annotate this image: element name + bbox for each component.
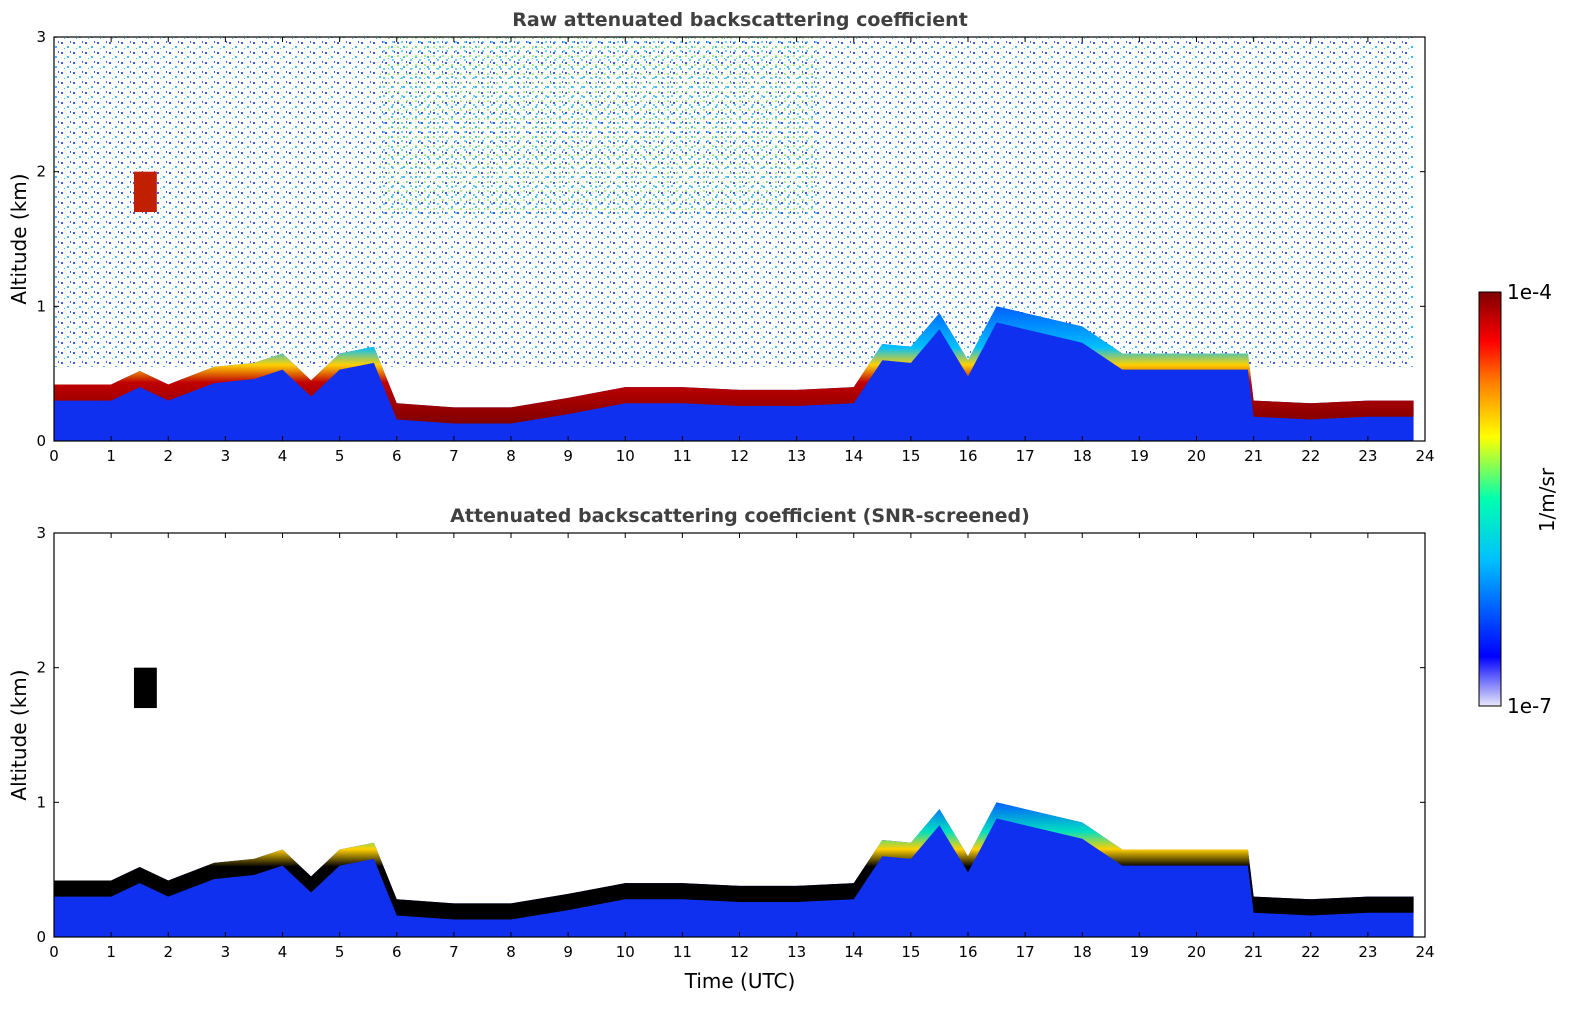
x-tick-label: 6 [392,447,402,465]
elevated-feature [133,667,157,709]
y-tick-label: 2 [36,163,46,181]
x-tick-label: 5 [335,943,345,961]
x-tick-label: 17 [1016,447,1035,465]
y-axis-label: Altitude (km) [7,173,31,304]
aerosol-layer-band [54,802,1414,920]
y-tick-label: 1 [36,793,46,811]
x-tick-label: 5 [335,447,345,465]
x-tick-label: 15 [901,447,920,465]
colorbar-title: 1/m/sr [1535,467,1559,532]
x-tick-label: 13 [787,943,806,961]
noise-field-upper [380,37,820,217]
y-axis-label: Altitude (km) [7,669,31,800]
x-tick-label: 0 [49,447,59,465]
x-tick-label: 3 [221,447,231,465]
plot-area [54,37,1425,441]
y-tick-label: 2 [36,659,46,677]
x-tick-label: 2 [163,943,173,961]
x-tick-label: 9 [563,447,573,465]
x-tick-label: 9 [563,943,573,961]
snr-screened-panel: Attenuated backscattering coefficient (S… [7,505,1435,993]
x-tick-label: 14 [844,447,863,465]
x-tick-label: 19 [1130,943,1149,961]
x-tick-label: 7 [449,943,459,961]
x-tick-label: 18 [1073,447,1092,465]
colorbar-gradient [1478,291,1502,707]
panel-title: Raw attenuated backscattering coefficien… [512,9,968,31]
x-tick-label: 21 [1244,943,1263,961]
x-tick-label: 6 [392,943,402,961]
x-tick-label: 13 [787,447,806,465]
y-axis-ticks: 0 1 2 3 [36,28,1425,450]
y-axis-ticks: 0 1 2 3 [36,524,1425,946]
x-tick-label: 15 [901,943,920,961]
x-tick-label: 16 [958,447,977,465]
x-tick-label: 12 [730,447,749,465]
x-tick-label: 4 [278,943,288,961]
x-tick-label: 2 [163,447,173,465]
x-tick-label: 11 [673,943,692,961]
colorbar-max-label: 1e-4 [1507,280,1552,304]
y-tick-label: 0 [36,928,46,946]
x-tick-label: 10 [616,943,635,961]
panel-title: Attenuated backscattering coefficient (S… [450,505,1030,527]
x-tick-label: 23 [1358,447,1377,465]
x-tick-label: 21 [1244,447,1263,465]
x-tick-label: 16 [958,943,977,961]
x-tick-label: 22 [1301,447,1320,465]
x-tick-label: 24 [1415,447,1434,465]
x-axis-ticks: 0 1 2 3 4 5 6 7 8 9 10 11 12 13 14 15 16 17 18 19 20 21 22 23 24 [49,533,1435,961]
x-tick-label: 8 [506,943,516,961]
x-tick-label: 11 [673,447,692,465]
x-tick-label: 1 [106,447,116,465]
x-tick-label: 18 [1073,943,1092,961]
x-tick-label: 20 [1187,943,1206,961]
x-tick-label: 0 [49,943,59,961]
x-tick-label: 10 [616,447,635,465]
plot-area [54,533,1425,937]
y-tick-label: 3 [36,524,46,542]
y-tick-label: 1 [36,297,46,315]
aerosol-layer-band [54,306,1414,424]
x-tick-label: 8 [506,447,516,465]
colorbar: 1e-4 1e-7 1/m/sr [1478,280,1559,718]
x-tick-label: 17 [1016,943,1035,961]
raw-backscatter-panel: Raw attenuated backscattering coefficien… [7,9,1435,465]
x-axis-label: Time (UTC) [684,969,796,993]
x-tick-label: 24 [1415,943,1434,961]
y-tick-label: 3 [36,28,46,46]
x-tick-label: 3 [221,943,231,961]
x-tick-label: 19 [1130,447,1149,465]
colorbar-min-label: 1e-7 [1507,694,1552,718]
x-tick-label: 14 [844,943,863,961]
y-tick-label: 0 [36,432,46,450]
x-tick-label: 22 [1301,943,1320,961]
x-tick-label: 23 [1358,943,1377,961]
x-axis-ticks: 0 1 2 3 4 5 6 7 8 9 10 11 12 13 14 15 16 17 18 19 20 21 22 23 24 [49,37,1435,465]
x-tick-label: 4 [278,447,288,465]
elevated-feature [133,171,157,213]
x-tick-label: 1 [106,943,116,961]
x-tick-label: 7 [449,447,459,465]
x-tick-label: 20 [1187,447,1206,465]
x-tick-label: 12 [730,943,749,961]
